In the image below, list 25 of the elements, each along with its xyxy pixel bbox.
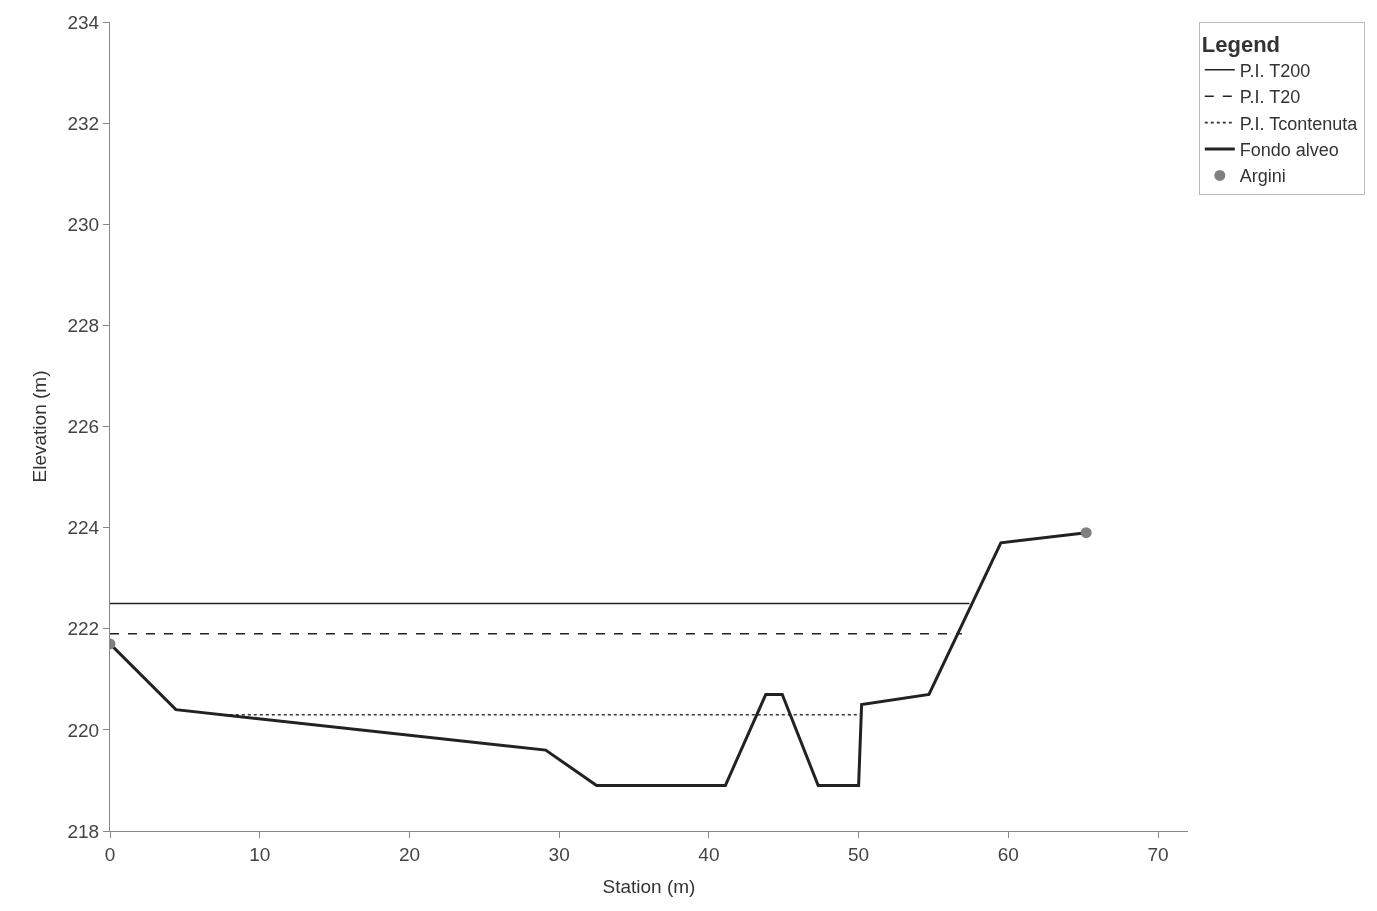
legend-label: Fondo alveo [1239,140,1339,161]
y-axis-title: Elevation (m) [29,370,51,483]
y-tick-label: 230 [67,213,100,235]
y-tick-label: 218 [67,820,100,842]
x-axis-title: Station (m) [602,875,696,897]
x-tick-label: 50 [848,843,870,865]
y-tick-label: 232 [67,112,100,134]
x-tick-label: 30 [548,843,570,865]
legend-label: P.I. Tcontenuta [1239,113,1359,134]
y-tick-label: 220 [67,719,100,741]
x-tick-label: 10 [249,843,271,865]
y-tick-label: 222 [67,618,100,640]
legend-label: P.I. T20 [1239,87,1301,108]
y-tick-label: 226 [67,416,100,438]
y-tick-label: 228 [67,315,100,337]
legend-label: P.I. T200 [1239,60,1311,81]
legend-title: Legend [1201,31,1281,57]
y-tick-label: 234 [67,11,100,33]
x-tick-label: 0 [104,843,116,865]
x-tick-label: 40 [698,843,720,865]
legend-label: Argini [1239,166,1286,187]
y-tick-label: 224 [67,517,100,539]
x-tick-label: 20 [398,843,421,865]
x-tick-label: 60 [997,843,1019,865]
x-tick-label: 70 [1147,843,1169,865]
